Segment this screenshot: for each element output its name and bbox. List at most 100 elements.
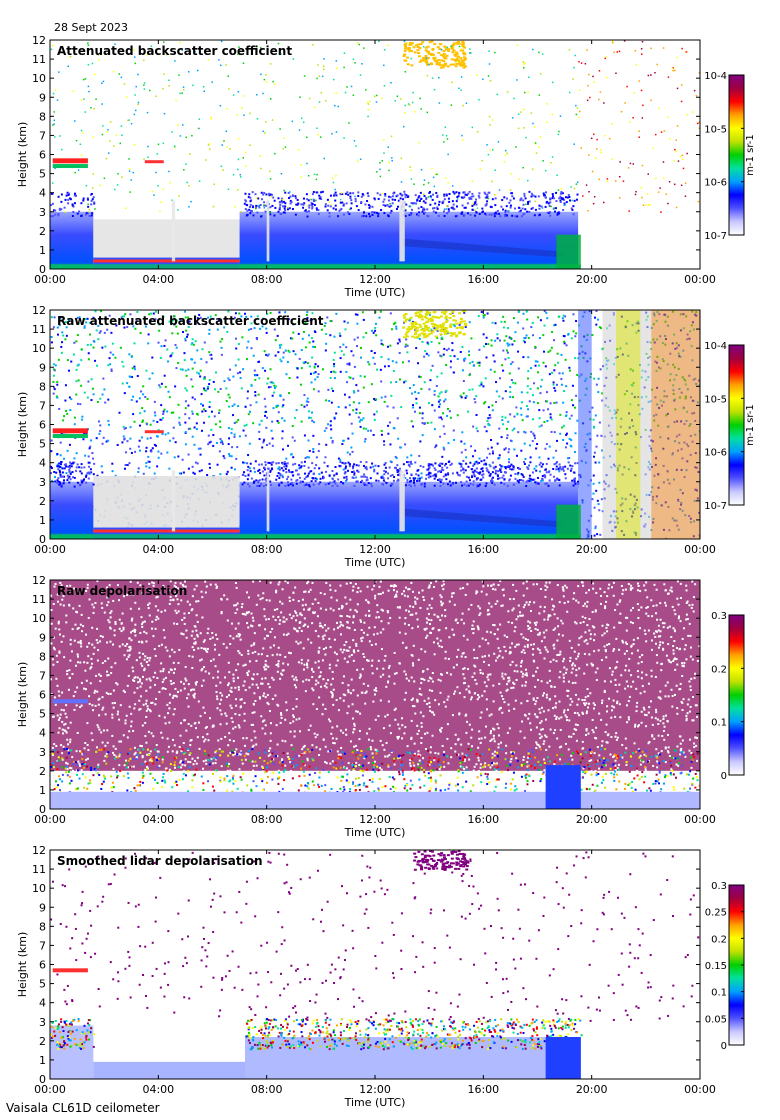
noise-pixel (365, 479, 368, 482)
noise-pixel (509, 465, 512, 468)
noise-pixel (69, 472, 72, 475)
noise-pixel (187, 467, 190, 470)
noise-pixel (266, 354, 269, 357)
noise-pixel (103, 331, 106, 334)
noise-pixel (311, 193, 314, 196)
noise-pixel (496, 474, 499, 477)
noise-pixel (529, 461, 532, 464)
noise-pixel (458, 45, 461, 48)
noise-pixel (427, 182, 430, 184)
noise-pixel (247, 340, 250, 343)
noise-pixel (282, 148, 285, 150)
noise-pixel (121, 382, 124, 385)
noise-pixel (145, 465, 148, 468)
noise-pixel (465, 456, 468, 459)
noise-pixel (162, 142, 165, 145)
noise-pixel (413, 484, 416, 487)
noise-pixel (511, 343, 514, 346)
noise-pixel (477, 130, 479, 133)
noise-pixel (212, 205, 215, 208)
noise-pixel (497, 141, 500, 143)
noise-pixel (70, 360, 73, 363)
noise-pixel (101, 133, 104, 136)
noise-pixel (510, 463, 513, 466)
cirrus-pixel (452, 333, 456, 336)
noise-pixel (52, 92, 55, 95)
noise-pixel (278, 208, 281, 211)
noise-pixel (361, 193, 364, 196)
noise-pixel (375, 479, 378, 482)
noise-pixel (283, 137, 286, 139)
noise-pixel (459, 350, 462, 353)
noise-pixel (294, 197, 297, 200)
noise-pixel (254, 374, 257, 377)
noise-pixel (425, 473, 428, 476)
noise-pixel (202, 318, 205, 321)
noise-pixel (675, 139, 678, 141)
noise-pixel (391, 360, 394, 363)
noise-pixel (562, 314, 565, 317)
noise-pixel (523, 192, 526, 195)
noise-pixel (408, 104, 411, 106)
noise-pixel (312, 190, 315, 193)
noise-pixel (420, 387, 423, 390)
noise-pixel (390, 381, 393, 384)
noise-pixel (572, 213, 575, 216)
noise-pixel (280, 199, 283, 202)
noise-pixel (410, 473, 413, 476)
noise-pixel (156, 153, 159, 155)
x-tick-label: 04:00 (142, 273, 174, 286)
noise-pixel (383, 64, 385, 67)
noise-pixel (450, 206, 453, 209)
noise-pixel (471, 455, 474, 458)
noise-pixel (156, 420, 159, 423)
noise-pixel (208, 332, 211, 335)
noise-pixel (547, 471, 550, 474)
noise-pixel (84, 213, 87, 216)
noise-pixel (130, 122, 133, 125)
noise-pixel (557, 361, 560, 364)
noise-pixel (411, 101, 414, 104)
noise-pixel (542, 334, 545, 337)
noise-pixel (468, 350, 471, 353)
noise-pixel (367, 115, 369, 118)
noise-pixel (225, 473, 228, 476)
y-tick-label: 5 (39, 168, 46, 181)
noise-pixel (158, 323, 161, 326)
noise-pixel (576, 181, 579, 184)
noise-pixel (435, 444, 438, 447)
noise-pixel (538, 456, 541, 459)
cirrus-pixel (416, 45, 420, 48)
noise-pixel (549, 416, 552, 419)
noise-pixel (243, 424, 246, 427)
noise-pixel (284, 202, 287, 205)
noise-pixel (366, 200, 369, 203)
cirrus-pixel (460, 64, 464, 67)
noise-pixel (249, 200, 252, 203)
noise-pixel (520, 215, 523, 218)
noise-pixel (593, 377, 596, 380)
noise-pixel (522, 312, 525, 315)
mid-cloud (144, 160, 164, 164)
noise-pixel (593, 133, 595, 136)
noise-pixel (542, 409, 545, 412)
noise-pixel (497, 477, 500, 480)
noise-pixel (479, 168, 482, 170)
noise-pixel (562, 469, 565, 472)
noise-pixel (528, 480, 531, 483)
noise-pixel (86, 197, 89, 200)
noise-pixel (259, 155, 262, 157)
noise-pixel (544, 468, 547, 471)
cirrus-pixel (424, 54, 428, 57)
noise-pixel (298, 464, 301, 467)
noise-pixel (448, 200, 451, 203)
noise-pixel (206, 474, 209, 477)
noise-pixel (391, 198, 394, 201)
noise-pixel (512, 317, 515, 320)
noise-pixel (183, 88, 185, 91)
noise-pixel (136, 311, 139, 314)
noise-pixel (252, 214, 255, 217)
colorbar-tick-label: 10-6 (704, 178, 727, 189)
noise-pixel (317, 373, 320, 376)
noise-pixel (258, 430, 261, 433)
